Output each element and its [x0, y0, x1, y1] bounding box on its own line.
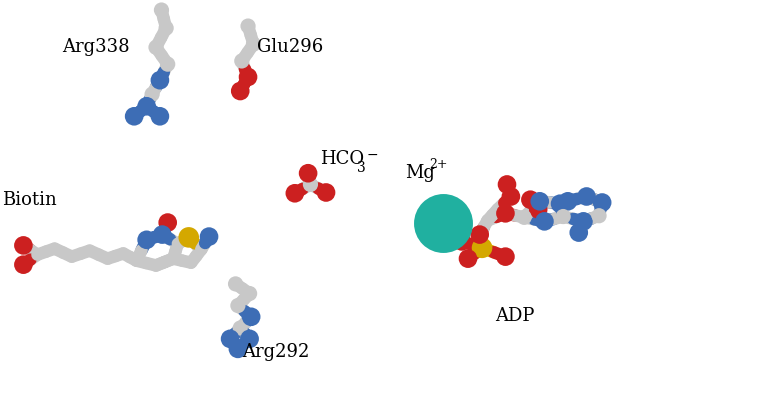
Point — [289, 190, 301, 196]
Point — [499, 210, 512, 217]
Point — [554, 200, 566, 207]
Point — [577, 218, 590, 225]
Text: Glu296: Glu296 — [257, 38, 324, 56]
Point — [476, 245, 488, 251]
Point — [17, 242, 30, 249]
Point — [242, 74, 254, 80]
Text: Mg: Mg — [406, 164, 435, 182]
Point — [532, 206, 544, 213]
Point — [304, 181, 317, 188]
Point — [245, 314, 257, 320]
Point — [302, 170, 314, 176]
Point — [146, 91, 158, 97]
Point — [501, 181, 513, 188]
Point — [505, 193, 517, 200]
Point — [243, 336, 256, 342]
Point — [538, 218, 551, 225]
Point — [161, 61, 174, 67]
Point — [154, 113, 166, 119]
Point — [236, 58, 248, 64]
Text: HCO: HCO — [320, 150, 364, 168]
Point — [224, 336, 236, 342]
Point — [140, 237, 153, 243]
Point — [524, 196, 537, 203]
Point — [243, 290, 256, 297]
Text: −: − — [367, 148, 378, 161]
Point — [518, 214, 530, 221]
Point — [499, 253, 512, 260]
Point — [17, 261, 30, 268]
Point — [242, 23, 254, 29]
Point — [155, 7, 168, 13]
Point — [534, 198, 546, 205]
Text: 2+: 2+ — [429, 158, 448, 171]
Point — [320, 189, 332, 196]
Point — [160, 25, 172, 31]
Point — [456, 238, 468, 245]
Point — [234, 88, 246, 94]
Text: Arg338: Arg338 — [62, 38, 130, 56]
Point — [229, 281, 242, 287]
Point — [437, 219, 449, 226]
Point — [593, 213, 605, 219]
Point — [462, 255, 474, 262]
Point — [161, 219, 174, 226]
Point — [232, 346, 244, 352]
Point — [562, 198, 574, 205]
Point — [156, 231, 168, 238]
Point — [140, 103, 153, 109]
Point — [150, 44, 162, 51]
Point — [573, 229, 585, 236]
Text: Biotin: Biotin — [2, 190, 56, 209]
Text: ADP: ADP — [495, 307, 534, 325]
Point — [154, 77, 166, 83]
Text: Arg292: Arg292 — [242, 343, 309, 361]
Point — [473, 231, 486, 238]
Point — [557, 213, 569, 220]
Text: 3: 3 — [357, 162, 366, 175]
Point — [580, 193, 593, 200]
Point — [247, 41, 260, 47]
Point — [183, 234, 195, 241]
Point — [203, 233, 215, 240]
Point — [596, 199, 608, 206]
Point — [234, 325, 246, 331]
Point — [232, 302, 244, 309]
Point — [128, 113, 140, 119]
